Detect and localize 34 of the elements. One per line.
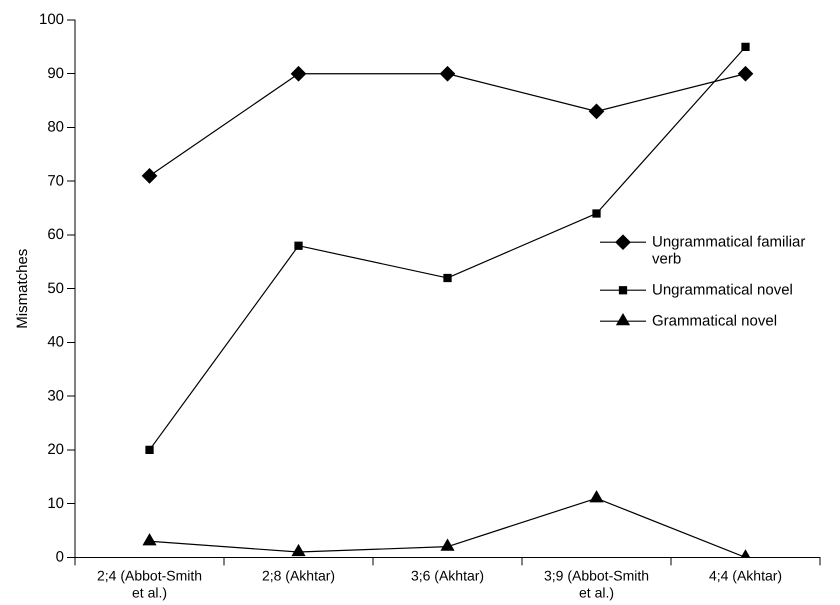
- x-tick-label: 3;9 (Abbot-Smith et al.): [544, 568, 650, 600]
- y-tick-label: 70: [47, 172, 64, 190]
- point: [142, 534, 156, 546]
- y-tick-label: 40: [47, 334, 64, 351]
- y-tick-label: 50: [47, 280, 64, 297]
- y-axis-title: Mismatches: [14, 248, 32, 329]
- y-tick-label: 80: [47, 118, 64, 136]
- point: [588, 104, 604, 119]
- point: [590, 490, 604, 502]
- legend-label: Ungrammatical novel: [652, 281, 793, 298]
- y-tick-label: 10: [47, 494, 64, 512]
- point: [290, 66, 306, 82]
- point: [592, 209, 601, 218]
- point: [741, 42, 750, 52]
- legend-label: Ungrammatical familiar verb: [652, 233, 806, 268]
- point: [443, 274, 452, 282]
- point: [294, 242, 303, 250]
- point: [142, 168, 158, 184]
- y-tick-label: 90: [47, 64, 64, 82]
- legend-label: Grammatical novel: [652, 312, 778, 330]
- point: [738, 66, 754, 82]
- x-tick-label: 2;4 (Abbot-Smith et al.): [96, 568, 202, 600]
- point: [292, 544, 306, 556]
- y-tick-label: 0: [56, 548, 64, 566]
- point: [440, 539, 454, 551]
- y-tick-label: 20: [47, 441, 64, 458]
- point: [145, 446, 154, 454]
- y-tick-label: 100: [38, 11, 64, 28]
- point: [440, 66, 456, 82]
- y-tick-label: 60: [47, 226, 64, 244]
- x-tick-label: 2;8 (Akhtar): [262, 568, 336, 584]
- x-tick-label: 4;4 (Akhtar): [708, 568, 782, 584]
- x-tick-label: 3;6 (Akhtar): [410, 568, 484, 584]
- y-tick-label: 30: [47, 387, 64, 404]
